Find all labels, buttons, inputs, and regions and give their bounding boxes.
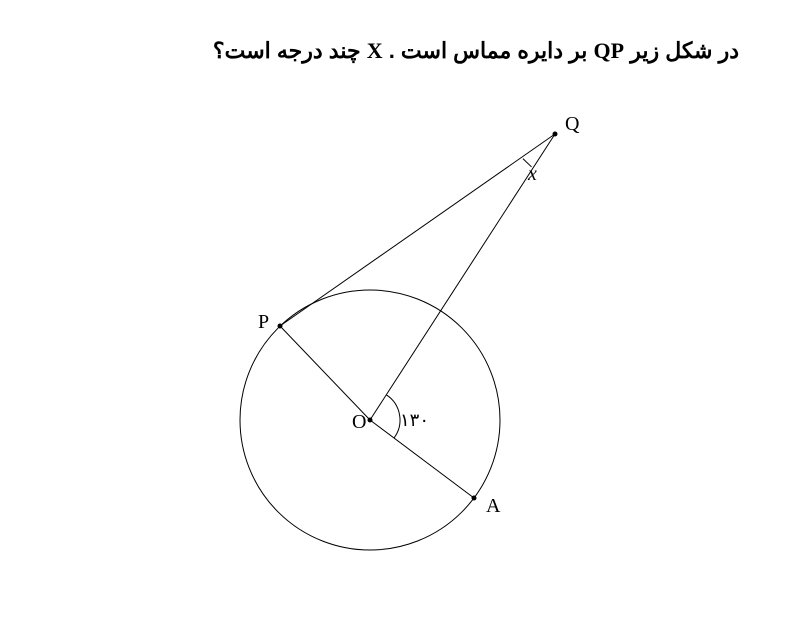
- line-O-P: [280, 326, 370, 420]
- point-label-P: P: [258, 311, 269, 333]
- point-Q: [553, 132, 558, 137]
- point-A: [472, 496, 477, 501]
- point-O: [368, 418, 373, 423]
- q-part2: بر دایره مماس است .: [383, 38, 594, 63]
- geometry-diagram: ۱۳۰ x O Q P A: [0, 100, 799, 617]
- point-label-O: O: [352, 411, 366, 433]
- q-qp: QP: [594, 38, 625, 63]
- point-label-Q: Q: [565, 113, 580, 135]
- angle-O-label: ۱۳۰: [400, 410, 429, 430]
- angle-Q-label: x: [527, 163, 537, 185]
- q-part1: در شکل زیر: [624, 38, 739, 63]
- point-label-A: A: [486, 495, 501, 517]
- question-text: در شکل زیر QP بر دایره مماس است . X چند …: [60, 38, 739, 64]
- angle-arc-O: [386, 395, 400, 438]
- line-O-A: [370, 420, 474, 498]
- q-part3: چند درجه است؟: [213, 38, 367, 63]
- q-x: X: [367, 38, 383, 63]
- line-P-Q: [280, 134, 555, 326]
- diagram-svg: ۱۳۰ x O Q P A: [0, 100, 799, 617]
- point-P: [278, 324, 283, 329]
